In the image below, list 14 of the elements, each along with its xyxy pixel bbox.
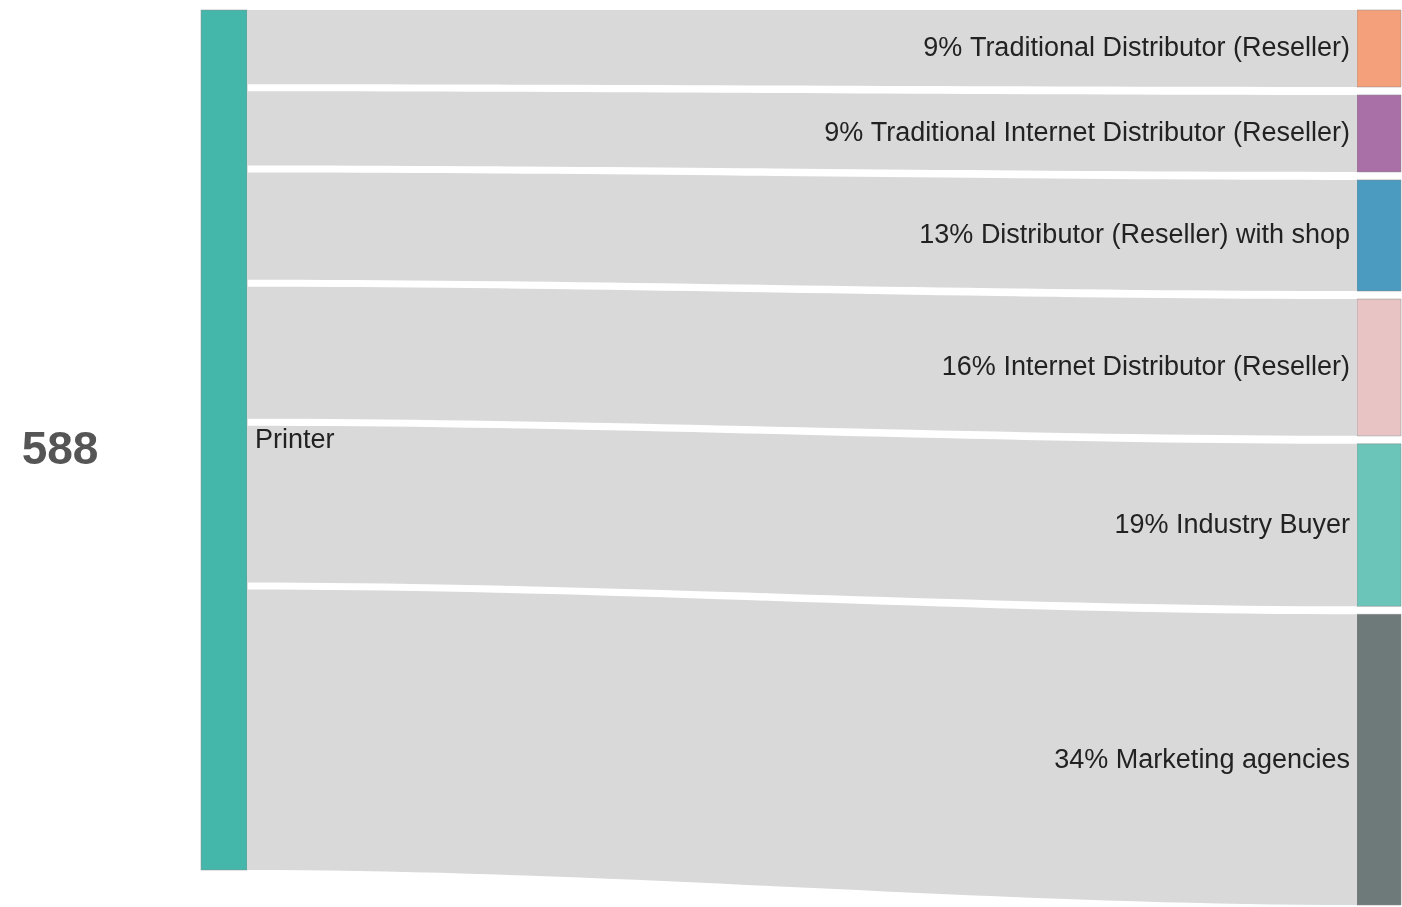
category-label: Traditional Distributor (Reseller) (969, 32, 1350, 63)
data-label: 19% (1114, 509, 1169, 540)
category-label: Internet Distributor (Reseller) (1003, 351, 1350, 382)
category-label: Distributor (Reseller) with shop (980, 219, 1350, 250)
category-label: Marketing agencies (1115, 743, 1350, 774)
data-label: 34% (1054, 743, 1109, 774)
text: Printer (255, 424, 335, 454)
category-label: Industry Buyer (1175, 509, 1351, 540)
data-label: 13% (919, 219, 974, 250)
category-label: Traditional Internet Distributor (Reseller) (870, 117, 1350, 148)
data-label: 16% (941, 351, 996, 382)
data-label: 9% (923, 32, 963, 63)
text: 588 (21, 422, 99, 474)
data-label: 9% (824, 117, 864, 148)
